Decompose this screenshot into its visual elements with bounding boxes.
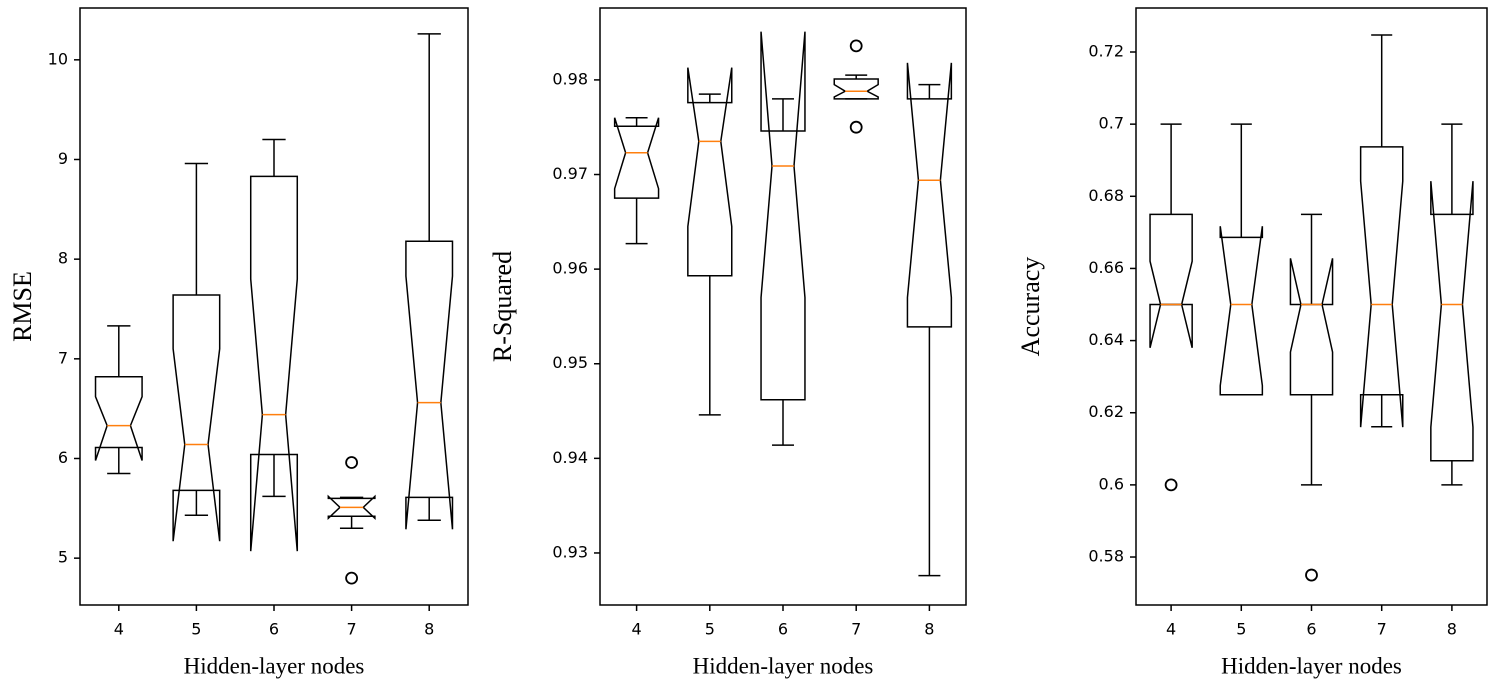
box xyxy=(906,62,953,328)
y-tick-label: 0.6 xyxy=(1099,474,1124,493)
x-axis-label: Hidden-layer nodes xyxy=(1221,653,1402,678)
y-tick-label: 0.64 xyxy=(1088,330,1124,349)
x-tick-label: 4 xyxy=(114,620,124,639)
y-tick-label: 0.94 xyxy=(552,448,588,467)
y-axis-label: RMSE xyxy=(8,271,37,342)
box xyxy=(405,240,454,530)
y-axis-label: Accuracy xyxy=(1016,257,1045,357)
box xyxy=(1149,213,1193,348)
y-tick-label: 0.68 xyxy=(1088,186,1124,205)
y-tick-label: 5 xyxy=(58,548,68,567)
y-tick-label: 0.98 xyxy=(552,69,588,88)
y-tick-label: 10 xyxy=(48,49,68,68)
box xyxy=(1359,146,1404,428)
y-tick-label: 7 xyxy=(58,348,68,367)
x-tick-label: 5 xyxy=(1236,620,1246,639)
box xyxy=(1289,258,1334,396)
y-tick-label: 8 xyxy=(58,249,68,268)
x-tick-label: 7 xyxy=(851,620,861,639)
x-tick-label: 6 xyxy=(1306,620,1316,639)
box xyxy=(172,294,221,542)
x-tick-label: 8 xyxy=(924,620,934,639)
y-tick-label: 0.7 xyxy=(1099,114,1124,133)
y-tick-label: 0.72 xyxy=(1088,42,1124,61)
x-axis-label: Hidden-layer nodes xyxy=(693,653,874,678)
y-axis-label: R-Squared xyxy=(488,251,517,362)
box xyxy=(94,376,143,461)
outlier xyxy=(1305,568,1318,582)
box xyxy=(327,494,376,521)
outlier xyxy=(1164,478,1178,492)
x-tick-label: 8 xyxy=(424,620,434,639)
x-tick-label: 7 xyxy=(347,620,357,639)
x-tick-label: 5 xyxy=(191,620,201,639)
y-tick-label: 0.93 xyxy=(552,542,588,561)
x-tick-label: 5 xyxy=(705,620,715,639)
box xyxy=(249,175,299,552)
box xyxy=(1430,181,1474,462)
plot-frame xyxy=(79,7,469,606)
x-tick-label: 6 xyxy=(269,620,279,639)
box xyxy=(760,31,806,401)
y-tick-label: 0.58 xyxy=(1088,547,1124,566)
x-tick-label: 7 xyxy=(1377,620,1387,639)
outlier xyxy=(345,456,359,469)
y-tick-label: 0.95 xyxy=(552,353,588,372)
x-tick-label: 6 xyxy=(778,620,788,639)
box xyxy=(1219,226,1264,396)
box xyxy=(613,117,660,199)
y-tick-label: 6 xyxy=(58,448,68,467)
y-tick-label: 0.62 xyxy=(1088,402,1124,421)
y-tick-label: 0.66 xyxy=(1088,258,1124,277)
outlier xyxy=(345,571,359,585)
plot-frame xyxy=(599,7,967,606)
x-tick-label: 4 xyxy=(632,620,642,639)
outlier xyxy=(849,39,863,53)
x-tick-label: 4 xyxy=(1166,620,1176,639)
y-tick-label: 0.96 xyxy=(552,259,588,278)
box xyxy=(687,67,733,277)
y-tick-label: 0.97 xyxy=(552,164,588,183)
x-axis-label: Hidden-layer nodes xyxy=(184,653,365,678)
box xyxy=(833,78,879,100)
y-tick-label: 9 xyxy=(58,149,68,168)
x-tick-label: 8 xyxy=(1447,620,1457,639)
plot-frame xyxy=(1135,7,1488,606)
outlier xyxy=(849,120,863,134)
